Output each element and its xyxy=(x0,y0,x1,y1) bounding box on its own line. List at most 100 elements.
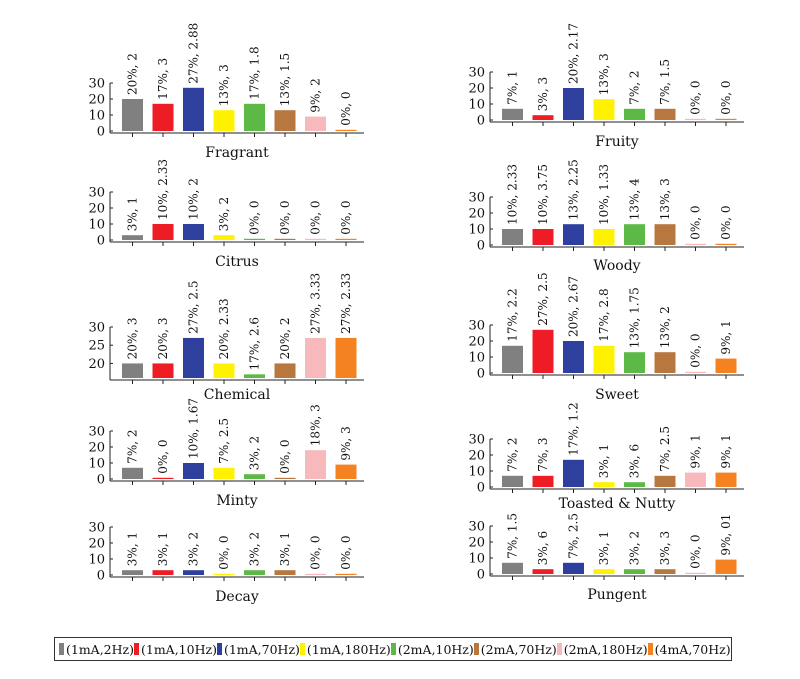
y-tick-label: 30 xyxy=(88,521,105,536)
bar xyxy=(685,243,706,245)
data-label: 20%, 2 xyxy=(278,317,292,359)
data-label: 7%, 2.5 xyxy=(217,418,231,464)
legend-label: (1mA,180Hz) xyxy=(306,641,391,657)
bar xyxy=(122,570,143,575)
data-label: 18%, 3 xyxy=(309,404,323,446)
y-tick-label: 10 xyxy=(468,465,485,480)
data-label: 7%, 1.5 xyxy=(506,513,520,559)
bar xyxy=(715,243,737,245)
data-label: 0%, 0 xyxy=(217,535,231,569)
legend-item: (2mA,70Hz) xyxy=(473,641,557,657)
bar xyxy=(122,99,143,131)
data-label: 13%, 1.5 xyxy=(278,53,292,106)
bar xyxy=(274,363,296,378)
bar xyxy=(305,337,326,378)
panel-title: Minty xyxy=(216,493,257,509)
bar xyxy=(305,450,326,479)
bar xyxy=(532,115,554,120)
legend-label: (1mA,70Hz) xyxy=(223,641,300,657)
bar xyxy=(532,475,554,487)
bar xyxy=(335,337,357,378)
y-tick-label: 10 xyxy=(88,218,105,233)
bar xyxy=(685,472,706,487)
data-label: 13%, 3 xyxy=(217,64,231,106)
data-label: 3%, 1 xyxy=(126,532,140,566)
bar xyxy=(624,569,645,574)
data-label: 7%, 2 xyxy=(628,70,642,104)
panel-title: Pungent xyxy=(587,587,647,603)
data-label: 0%, 0 xyxy=(278,439,292,473)
data-label: 0%, 0 xyxy=(339,200,353,234)
y-tick-label: 30 xyxy=(88,321,105,336)
data-label: 0%, 0 xyxy=(689,534,703,568)
data-label: 13%, 4 xyxy=(628,178,642,220)
y-tick-label: 20 xyxy=(468,449,485,464)
legend-swatch xyxy=(473,643,479,655)
data-label: 17%, 2.2 xyxy=(506,288,520,341)
data-label: 20%, 3 xyxy=(126,317,140,359)
legend-label: (2mA,70Hz) xyxy=(480,641,557,657)
data-label: 27%, 2.5 xyxy=(187,281,201,334)
legend-item: (1mA,180Hz) xyxy=(299,641,391,657)
data-label: 7%, 3 xyxy=(536,437,550,471)
bar xyxy=(274,570,296,575)
bar xyxy=(152,477,174,479)
data-label: 10%, 3.75 xyxy=(536,164,550,225)
data-label: 0%, 0 xyxy=(719,80,733,114)
y-tick-label: 20 xyxy=(88,93,105,108)
data-label: 13%, 3 xyxy=(597,53,611,95)
data-label: 7%, 2 xyxy=(126,429,140,463)
chart-legend: (1mA,2Hz) (1mA,10Hz) (1mA,70Hz) (1mA,180Hz)… xyxy=(54,637,732,661)
bar xyxy=(305,573,326,575)
bar xyxy=(532,229,554,245)
bar xyxy=(244,570,265,575)
legend-label: (1mA,10Hz) xyxy=(141,641,217,657)
data-label: 0%, 0 xyxy=(689,333,703,367)
data-label: 27%, 2.33 xyxy=(339,273,353,334)
bar xyxy=(532,569,554,574)
y-tick-label: 0 xyxy=(477,114,485,129)
data-label: 0%, 0 xyxy=(309,200,323,234)
y-tick-label: 0 xyxy=(477,481,485,496)
bar xyxy=(122,235,143,240)
data-label: 13%, 2 xyxy=(658,306,672,348)
bar xyxy=(685,572,706,574)
bar xyxy=(305,238,326,240)
data-label: 3%, 3 xyxy=(536,77,550,111)
legend-swatch xyxy=(647,643,653,655)
data-label: 9%, 1 xyxy=(689,434,703,468)
bar xyxy=(532,329,554,373)
bar xyxy=(685,371,706,373)
bar xyxy=(122,467,143,479)
bar xyxy=(624,108,645,120)
y-tick-label: 0 xyxy=(97,569,105,584)
data-label: 9%, 2 xyxy=(309,78,323,112)
y-tick-label: 30 xyxy=(468,66,485,81)
legend-swatch xyxy=(390,643,396,655)
data-label: 3%, 2 xyxy=(187,532,201,566)
panel-title: Decay xyxy=(215,589,259,605)
bar xyxy=(152,224,174,240)
y-tick-label: 0 xyxy=(97,473,105,488)
panel-title: Toasted & Nutty xyxy=(559,496,676,512)
bar xyxy=(563,341,584,373)
y-tick-label: 20 xyxy=(468,82,485,97)
bar xyxy=(213,363,235,378)
legend-item: (1mA,2Hz) xyxy=(59,642,134,657)
data-label: 17%, 2.6 xyxy=(248,317,262,370)
bar xyxy=(654,224,676,245)
y-tick-label: 10 xyxy=(88,109,105,124)
bar xyxy=(122,363,143,378)
data-label: 3%, 2 xyxy=(217,197,231,231)
data-label: 10%, 2.33 xyxy=(156,159,170,220)
bar xyxy=(183,570,204,575)
bar xyxy=(244,374,265,378)
y-tick-label: 10 xyxy=(468,351,485,366)
data-label: 20%, 2 xyxy=(126,53,140,95)
